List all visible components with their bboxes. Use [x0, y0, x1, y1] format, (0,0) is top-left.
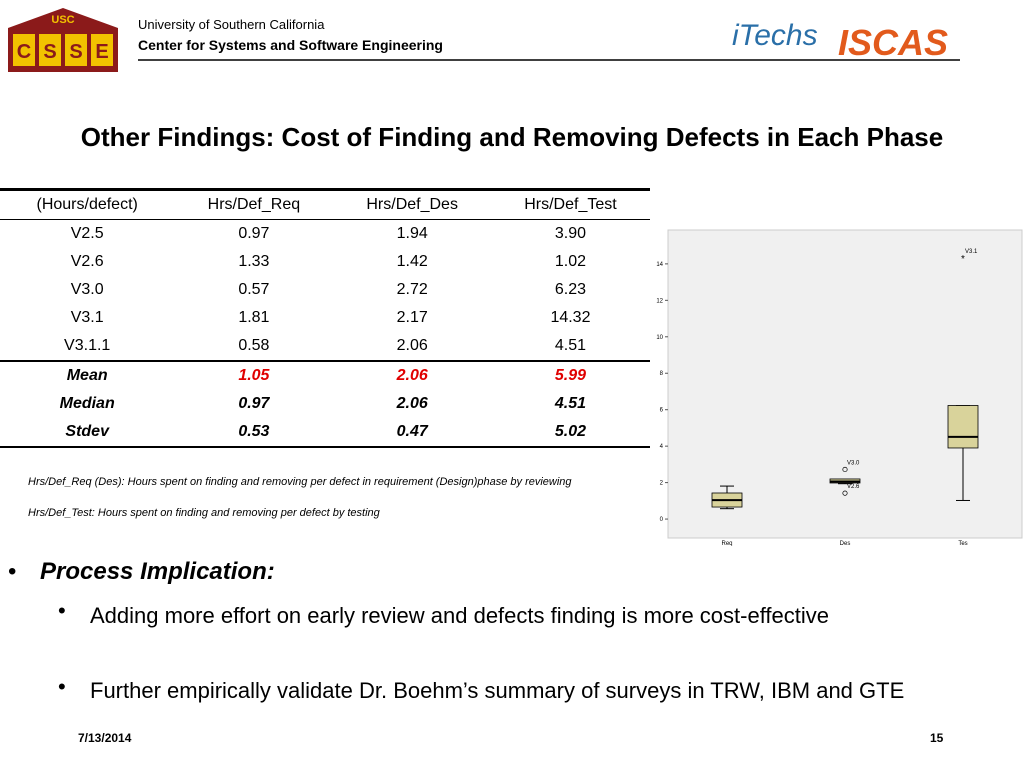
bullet-heading: Process Implication: — [40, 558, 275, 585]
logo-tile — [13, 34, 35, 66]
table-row: V3.0 0.57 2.72 6.23 — [0, 276, 650, 304]
cell: 0.53 — [174, 418, 334, 448]
outlier-label: V3.1 — [965, 249, 978, 255]
cell: 2.17 — [396, 309, 428, 326]
y-tick-label: 8 — [660, 371, 664, 377]
summary-row: Median 0.97 2.06 4.51 — [0, 390, 650, 418]
table-row: V2.5 0.97 1.94 3.90 — [0, 220, 650, 249]
slide-title: Other Findings: Cost of Finding and Remo… — [80, 122, 944, 152]
y-tick-label: 14 — [656, 262, 663, 268]
cell: 6.23 — [554, 281, 587, 298]
cell: 1.94 — [396, 225, 428, 242]
cell: Stdev — [0, 418, 175, 448]
bullet-item: Further empirically validate Dr. Boehm’s… — [90, 678, 905, 703]
x-tick-label: Des — [840, 541, 851, 546]
boxplot: 0 2 4 6 8 10 12 14 Req Des Tes V3.0 V2.6 *V3.1 — [656, 229, 1023, 546]
header-row: (Hours/defect) Hrs/Def_Req Hrs/Def_Des Hrs/… — [0, 188, 650, 220]
column-header: Hrs/Def_Test — [490, 188, 650, 220]
x-tick-label: Req — [721, 541, 732, 546]
bullet-glyph: • — [58, 674, 66, 699]
x-tick-label: Tes — [958, 541, 967, 546]
cell: V3.1 — [70, 309, 104, 326]
cell: V2.5 — [70, 225, 104, 242]
y-tick-label: 10 — [656, 335, 663, 341]
center-name: Center for Systems and Software Engineer… — [138, 37, 443, 53]
cell: 0.97 — [238, 225, 270, 242]
cell: 2.72 — [396, 281, 428, 298]
cell: 0.97 — [238, 395, 270, 412]
outlier — [842, 490, 848, 496]
logo-letter: E — [95, 41, 108, 63]
cell: 5.99 — [554, 367, 587, 384]
column-header: (Hours/defect) — [0, 188, 175, 220]
logo-usc: USC — [51, 14, 74, 26]
outlier-label: V3.0 — [847, 460, 860, 466]
y-tick-label: 2 — [660, 481, 664, 487]
logo-tile — [39, 34, 61, 66]
chart-bg — [667, 229, 1023, 539]
outlier: * — [961, 254, 965, 265]
table-row: V3.1 1.81 2.17 14.32 — [0, 304, 650, 332]
cell: Median — [59, 395, 115, 412]
cell: V2.6 — [70, 253, 104, 270]
box — [947, 405, 979, 449]
itechs-logo: iTechs — [732, 19, 818, 52]
logo-letter: S — [69, 41, 82, 63]
cell: V3.1.1 — [0, 332, 175, 362]
cell: 2.06 — [396, 395, 428, 412]
logo-tile — [91, 34, 113, 66]
bullet-glyph: • — [58, 598, 66, 623]
iscas-logo: ISCAS — [838, 22, 948, 63]
table-row: V3.1.1 0.58 2.06 4.51 — [0, 332, 650, 362]
bullet-item: Adding more effort on early review and d… — [90, 603, 830, 628]
table-row: V2.6 1.33 1.42 1.02 — [0, 248, 650, 276]
cell: 0.47 — [333, 418, 491, 448]
bullet-glyph: • — [8, 558, 17, 585]
logo-roof — [8, 8, 118, 28]
cell: 14.32 — [550, 309, 591, 326]
cell: 1.05 — [238, 367, 270, 384]
cell: 1.33 — [238, 253, 270, 270]
cell: 0.57 — [238, 281, 270, 298]
cell: 4.51 — [554, 395, 587, 412]
cell: 3.90 — [554, 225, 587, 242]
logo-tile — [65, 34, 87, 66]
column-header: Hrs/Def_Req — [174, 188, 334, 220]
y-tick-label: 12 — [656, 298, 663, 304]
outlier-label: V2.6 — [847, 484, 860, 490]
cell: Mean — [66, 367, 108, 384]
y-tick-label: 4 — [660, 444, 664, 450]
cell: 0.58 — [174, 332, 334, 362]
cell: 1.02 — [554, 253, 587, 270]
summary-row: Stdev 0.53 0.47 5.02 — [0, 418, 650, 448]
cost-table: (Hours/defect) Hrs/Def_Req Hrs/Def_Des Hrs/… — [0, 188, 650, 448]
cell: 4.51 — [490, 332, 650, 362]
note: Hrs/Def_Req (Des): Hours spent on findin… — [28, 476, 572, 488]
cell: 2.06 — [333, 332, 491, 362]
cell: V3.0 — [70, 281, 104, 298]
cell: 5.02 — [490, 418, 650, 448]
column-header: Hrs/Def_Des — [333, 188, 491, 220]
summary-row: Mean 1.05 2.06 5.99 — [0, 361, 650, 390]
y-tick-label: 0 — [660, 517, 664, 523]
footer-page: 15 — [930, 731, 944, 745]
university: University of Southern California — [138, 17, 325, 32]
footer-date: 7/13/2014 — [78, 731, 132, 745]
logo-letter: C — [17, 41, 31, 63]
y-tick-label: 6 — [660, 408, 664, 414]
cell: 1.81 — [238, 309, 270, 326]
cell: 2.06 — [396, 367, 428, 384]
note: Hrs/Def_Test: Hours spent on finding and… — [28, 507, 380, 519]
cell: 1.42 — [396, 253, 428, 270]
outlier — [842, 466, 848, 473]
logo-letter: S — [43, 41, 56, 63]
